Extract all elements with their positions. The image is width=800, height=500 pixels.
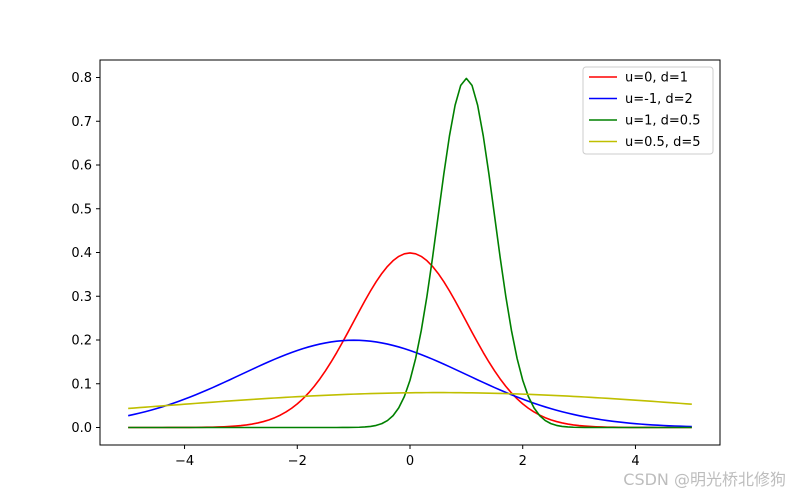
x-tick-label: 2 <box>519 454 527 469</box>
legend-frame <box>582 66 714 155</box>
x-tick-label: −2 <box>288 454 307 469</box>
y-tick-label: 0.3 <box>71 290 92 305</box>
series-line-u-1-d-0_5 <box>128 77 692 429</box>
legend-label: u=1, d=0.5 <box>625 114 701 129</box>
series-line-u-0-d-1 <box>128 252 692 429</box>
legend-label: u=0.5, d=5 <box>625 135 701 150</box>
series-line-u-0_5-d-5 <box>128 391 692 410</box>
y-tick-label: 0.7 <box>71 115 92 130</box>
legend-label: u=-1, d=2 <box>625 92 693 107</box>
y-tick-label: 0.6 <box>71 159 92 174</box>
y-axis: 0.0 0.1 0.2 0.3 0.4 0.5 0.6 0.7 0.8 <box>71 71 100 436</box>
series-line-u--1-d-2 <box>128 339 692 428</box>
x-tick-label: 4 <box>631 454 639 469</box>
y-tick-label: 0.8 <box>71 71 92 86</box>
x-axis: −4 −2 0 2 4 <box>175 445 640 469</box>
legend-label: u=0, d=1 <box>625 71 688 86</box>
x-tick-label: 0 <box>406 454 414 469</box>
x-tick-label: −4 <box>175 454 194 469</box>
y-tick-label: 0.4 <box>71 246 92 261</box>
series-layer <box>128 77 692 429</box>
legend: u=0, d=1 u=-1, d=2 u=1, d=0.5 u=0.5, d=5 <box>582 66 714 155</box>
y-tick-label: 0.0 <box>71 421 92 436</box>
y-tick-label: 0.2 <box>71 334 92 349</box>
y-tick-label: 0.5 <box>71 202 92 217</box>
watermark-text: CSDN @明光桥北修狗 <box>623 470 786 489</box>
y-tick-label: 0.1 <box>71 377 92 392</box>
